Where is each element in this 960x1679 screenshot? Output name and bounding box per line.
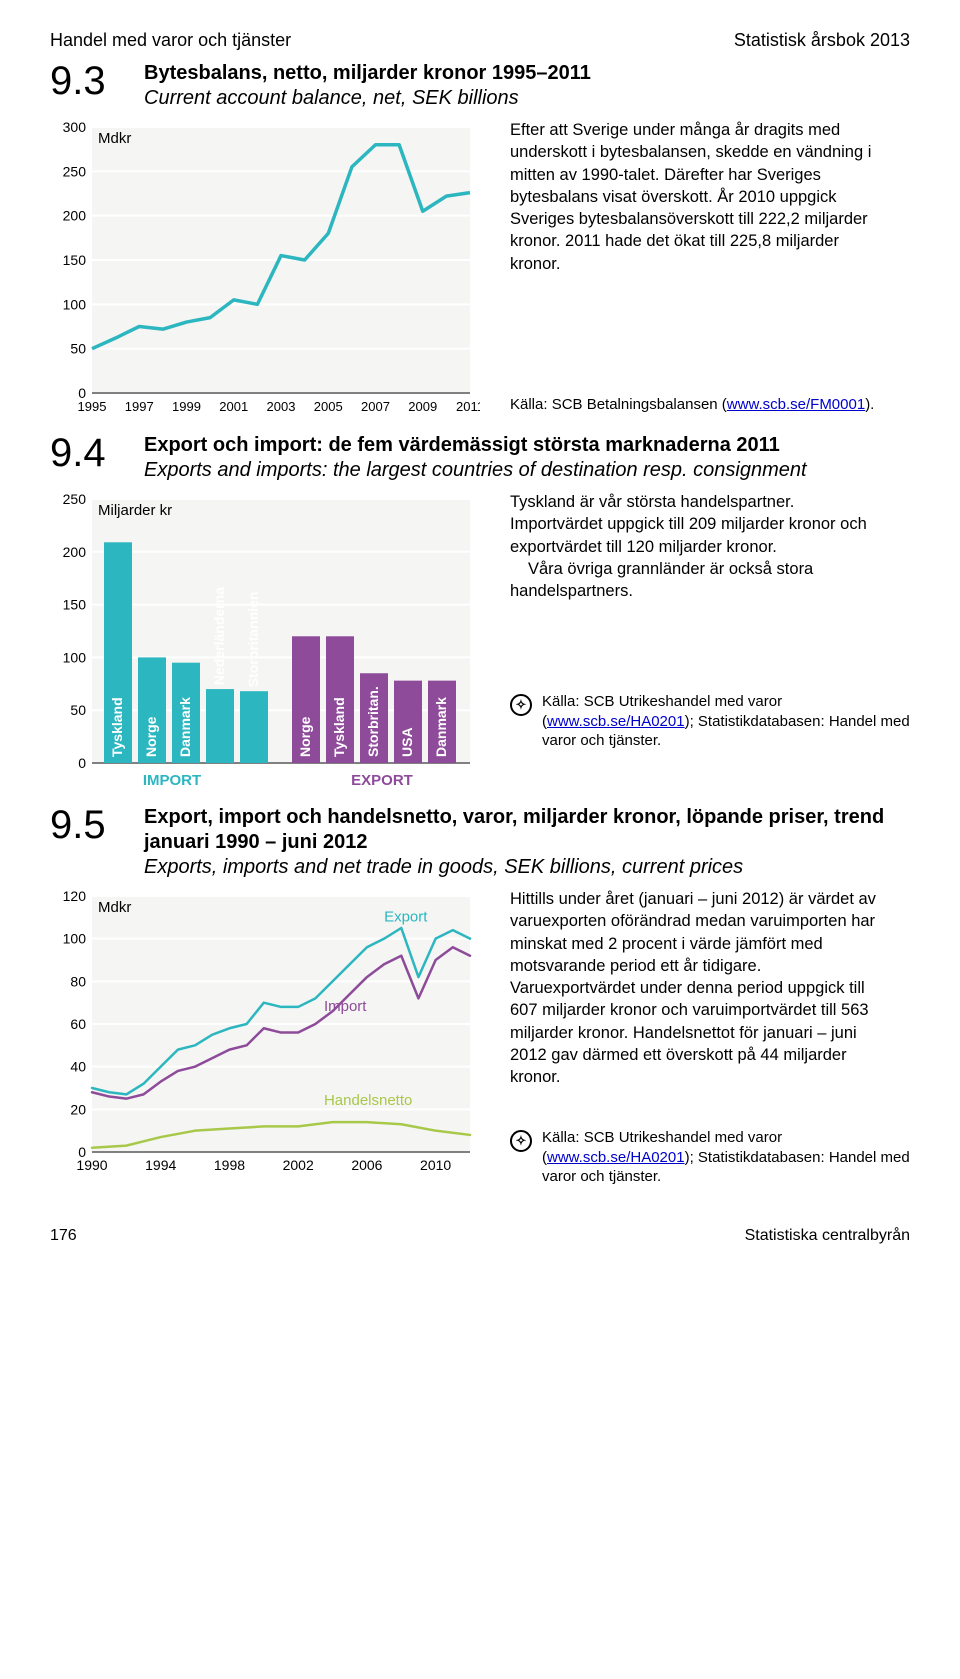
- svg-text:Nederländerna: Nederländerna: [211, 587, 227, 685]
- chart-93-svg: 0501001502002503001995199719992001200320…: [50, 119, 480, 419]
- section-94-body: 0 50 100 150 200 250 Miljarder kr Tyskland Norge…: [50, 491, 910, 791]
- svg-text:Tyskland: Tyskland: [109, 697, 125, 757]
- svg-text:150: 150: [63, 252, 87, 268]
- svg-text:Danmark: Danmark: [177, 697, 193, 757]
- section-title-block: Export, import och handelsnetto, varor, …: [144, 805, 910, 880]
- svg-text:300: 300: [63, 119, 87, 135]
- footer-right: Statistiska centralbyrån: [745, 1227, 910, 1245]
- svg-text:2007: 2007: [361, 399, 390, 414]
- svg-text:Tyskland: Tyskland: [331, 697, 347, 757]
- svg-text:2011: 2011: [456, 399, 480, 414]
- page-header: Handel med varor och tjänster Statistisk…: [50, 30, 910, 51]
- svg-text:Storbritan.: Storbritan.: [365, 686, 381, 757]
- text-93: Efter att Sverige under många år dragits…: [510, 119, 890, 419]
- src-post: ).: [865, 396, 874, 413]
- chart-95-container: 020406080100120199019941998200220062010M…: [50, 888, 480, 1187]
- svg-text:2003: 2003: [267, 399, 296, 414]
- body-93: Efter att Sverige under många år dragits…: [510, 121, 871, 273]
- svg-text:200: 200: [63, 544, 87, 560]
- svg-text:40: 40: [70, 1059, 86, 1075]
- src-link[interactable]: www.scb.se/FM0001: [727, 396, 865, 413]
- svg-text:60: 60: [70, 1016, 86, 1032]
- svg-text:Handelsnetto: Handelsnetto: [324, 1092, 412, 1109]
- svg-text:Import: Import: [324, 998, 367, 1015]
- section-93-body: 0501001502002503001995199719992001200320…: [50, 119, 910, 419]
- svg-text:1995: 1995: [78, 399, 107, 414]
- svg-text:2010: 2010: [420, 1157, 451, 1173]
- chart-94-svg: 0 50 100 150 200 250 Miljarder kr Tyskland Norge…: [50, 491, 480, 791]
- svg-text:1994: 1994: [145, 1157, 176, 1173]
- svg-text:2002: 2002: [283, 1157, 314, 1173]
- chart-95-svg: 020406080100120199019941998200220062010M…: [50, 888, 480, 1178]
- svg-text:USA: USA: [399, 727, 415, 757]
- svg-text:1997: 1997: [125, 399, 154, 414]
- svg-text:Norge: Norge: [297, 716, 313, 757]
- svg-text:EXPORT: EXPORT: [351, 772, 413, 789]
- svg-text:100: 100: [63, 931, 87, 947]
- section-title: Bytesbalans, netto, miljarder kronor 199…: [144, 61, 910, 86]
- svg-text:0: 0: [78, 755, 86, 771]
- section-num: 9.3: [50, 61, 120, 111]
- section-subtitle: Current account balance, net, SEK billio…: [144, 86, 910, 111]
- svg-text:2006: 2006: [351, 1157, 382, 1173]
- svg-text:1999: 1999: [172, 399, 201, 414]
- section-title-block: Export och import: de fem värdemässigt s…: [144, 433, 910, 483]
- section-title: Export och import: de fem värdemässigt s…: [144, 433, 910, 458]
- svg-text:Mdkr: Mdkr: [98, 130, 131, 147]
- globe-icon: ✧: [510, 1130, 532, 1152]
- globe-icon: ✧: [510, 694, 532, 716]
- section-93-head: 9.3 Bytesbalans, netto, miljarder kronor…: [50, 61, 910, 111]
- svg-text:Norge: Norge: [143, 716, 159, 757]
- svg-text:50: 50: [70, 341, 86, 357]
- svg-text:2009: 2009: [408, 399, 437, 414]
- svg-text:250: 250: [63, 491, 87, 507]
- svg-text:2001: 2001: [219, 399, 248, 414]
- section-num: 9.4: [50, 433, 120, 483]
- section-subtitle: Exports and imports: the largest countri…: [144, 458, 910, 483]
- section-95-head: 9.5 Export, import och handelsnetto, var…: [50, 805, 910, 880]
- text-95: Hittills under året (januari – juni 2012…: [510, 888, 910, 1187]
- section-num: 9.5: [50, 805, 120, 880]
- header-left: Handel med varor och tjänster: [50, 30, 291, 51]
- svg-text:100: 100: [63, 649, 87, 665]
- svg-text:250: 250: [63, 163, 87, 179]
- text-94: Tyskland är vår största handelspartner. …: [510, 491, 910, 791]
- src-pre: Källa: SCB Betalningsbalansen (: [510, 396, 727, 413]
- svg-text:80: 80: [70, 973, 86, 989]
- body-95: Hittills under året (januari – juni 2012…: [510, 890, 876, 1086]
- svg-text:50: 50: [70, 702, 86, 718]
- section-94-head: 9.4 Export och import: de fem värdemässi…: [50, 433, 910, 483]
- svg-text:Storbritannien: Storbritannien: [245, 592, 261, 688]
- page-number: 176: [50, 1227, 77, 1245]
- svg-text:Export: Export: [384, 909, 428, 926]
- page-footer: 176 Statistiska centralbyrån: [50, 1227, 910, 1245]
- svg-text:200: 200: [63, 208, 87, 224]
- section-title-block: Bytesbalans, netto, miljarder kronor 199…: [144, 61, 910, 111]
- svg-text:Danmark: Danmark: [433, 697, 449, 757]
- svg-text:150: 150: [63, 597, 87, 613]
- svg-text:Miljarder kr: Miljarder kr: [98, 502, 172, 519]
- body-94a: Tyskland är vår största handelspartner. …: [510, 493, 867, 556]
- header-right: Statistisk årsbok 2013: [734, 30, 910, 51]
- section-subtitle: Exports, imports and net trade in goods,…: [144, 855, 910, 880]
- svg-text:2005: 2005: [314, 399, 343, 414]
- source-95: ✧ Källa: SCB Utrikeshandel med varor (ww…: [510, 1128, 910, 1187]
- section-title: Export, import och handelsnetto, varor, …: [144, 805, 910, 855]
- svg-text:1990: 1990: [76, 1157, 107, 1173]
- chart-94-container: 0 50 100 150 200 250 Miljarder kr Tyskland Norge…: [50, 491, 480, 791]
- svg-text:IMPORT: IMPORT: [143, 772, 201, 789]
- svg-text:100: 100: [63, 296, 87, 312]
- source-94: ✧ Källa: SCB Utrikeshandel med varor (ww…: [510, 692, 910, 751]
- chart-93-container: 0501001502002503001995199719992001200320…: [50, 119, 480, 419]
- section-95-body: 020406080100120199019941998200220062010M…: [50, 888, 910, 1187]
- svg-text:20: 20: [70, 1101, 86, 1117]
- body-94b: Våra övriga grannländer är också stora h…: [510, 560, 813, 600]
- svg-text:Mdkr: Mdkr: [98, 899, 131, 916]
- svg-text:120: 120: [63, 888, 87, 904]
- svg-text:1998: 1998: [214, 1157, 245, 1173]
- src-link[interactable]: www.scb.se/HA0201: [547, 1149, 685, 1166]
- src-link[interactable]: www.scb.se/HA0201: [547, 713, 685, 730]
- source-93: Källa: SCB Betalningsbalansen (www.scb.s…: [510, 395, 890, 415]
